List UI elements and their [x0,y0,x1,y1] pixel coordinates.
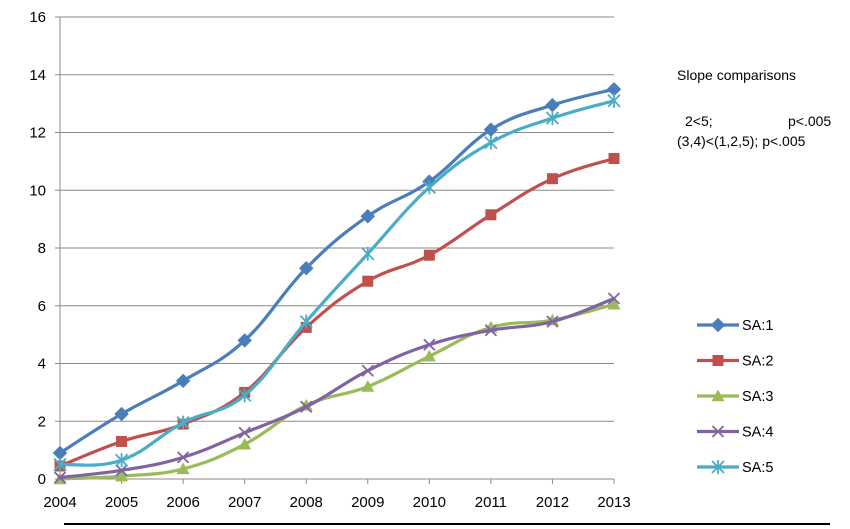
series-2 [54,152,620,472]
x-tick-label: 2008 [290,494,323,511]
legend-item-4: SA:4 [697,425,773,441]
legend-label: SA:1 [742,318,773,334]
y-tick-label: 4 [38,356,46,373]
legend-marker [711,389,725,402]
series-line-4 [58,296,616,480]
data-point [422,180,436,195]
data-point [115,469,129,482]
y-tick-label: 14 [29,67,46,84]
series-line-5 [58,99,616,467]
y-tick-label: 2 [38,413,46,430]
data-point [362,275,374,287]
series-line-1 [58,87,616,455]
data-point [422,349,436,362]
slope-comparisons-heading: Slope comparisons [677,67,797,83]
data-point [607,93,621,108]
axes [55,16,830,525]
series-5 [53,93,621,472]
data-point [238,388,252,403]
data-point [607,297,621,310]
x-tick-label: 2010 [413,494,446,511]
data-point [361,380,375,392]
x-tick-label: 2012 [536,494,569,511]
slope-comparison-1-right: p<.005 [788,113,832,129]
data-point [546,315,559,328]
y-tick-label: 0 [38,471,46,488]
legend-label: SA:5 [742,460,773,476]
legend-item-1: SA:1 [697,317,773,334]
data-point [423,249,435,261]
slope-comparison-2: (3,4)<(1,2,5); p<.005 [677,133,806,149]
legend-marker [711,425,725,438]
data-point [300,400,313,413]
y-tick-labels: 0 2 4 6 8 10 12 14 16 [29,9,46,488]
data-point [299,314,313,329]
y-tick-label: 10 [29,182,46,199]
y-tick-label: 6 [38,298,46,315]
legend-label: SA:2 [742,354,773,370]
data-point [176,415,190,430]
data-point [546,173,558,185]
data-point [238,437,252,450]
data-point [361,246,375,261]
y-tick-label: 12 [29,125,46,142]
y-tick-label: 8 [38,240,46,257]
data-point [176,462,190,475]
legend-marker [711,460,725,474]
data-point [53,471,67,484]
data-point [116,435,128,447]
data-point [608,152,620,164]
series-line-3 [58,302,616,481]
legend-marker [712,355,724,366]
x-tick-label: 2011 [475,494,507,511]
series-line-2 [58,156,616,468]
legend-item-5: SA:5 [697,460,773,476]
data-point [361,364,374,377]
data-point [53,457,67,472]
x-tick-label: 2009 [351,494,384,511]
data-point [423,338,436,351]
legend-item-3: SA:3 [697,389,773,405]
x-tick-label: 2007 [228,494,261,511]
data-point [237,333,252,348]
series-lines [52,81,622,485]
data-point [607,292,621,305]
data-point [484,135,498,150]
data-point [238,426,251,439]
data-point [176,451,190,464]
slope-comparison-1-left: 2<5; [685,113,713,129]
series-4 [53,292,621,484]
legend-label: SA:4 [742,425,773,441]
data-point [115,464,128,477]
data-point [484,324,498,337]
series-1 [52,81,622,461]
legend-item-2: SA:2 [697,354,773,370]
data-point [545,97,560,113]
x-tick-label: 2004 [43,494,76,511]
data-point [299,261,314,276]
x-tick-label: 2005 [105,494,138,511]
data-point [360,209,375,224]
legend: SA:1 SA:2 SA:3 SA:4 SA:5 [697,317,773,476]
legend-label: SA:3 [742,389,773,405]
data-point [175,373,191,389]
y-tick-label: 16 [29,9,46,26]
gridlines [60,16,614,422]
x-tick-labels: 2004 2005 2006 2007 2008 2009 2010 2011 2012 2013 [43,494,630,511]
x-tick-label: 2006 [166,494,199,511]
legend-marker [710,317,726,333]
data-point [485,209,497,221]
data-point [114,453,129,468]
data-point [114,406,129,422]
x-tick-label: 2013 [597,494,630,511]
data-point [545,111,560,126]
